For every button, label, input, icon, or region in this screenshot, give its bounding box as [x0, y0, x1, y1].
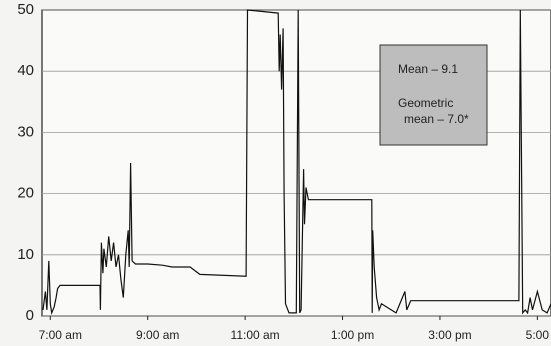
x-tick-label: 9:00 am [136, 328, 179, 342]
y-tick-label: 30 [17, 123, 34, 140]
x-tick-label: 11:00 am [231, 328, 280, 342]
x-tick-label: 3:00 pm [428, 328, 471, 342]
x-tick-label: 1:00 pm [331, 328, 374, 342]
annotation: Mean – 9.1 [398, 62, 458, 76]
y-tick-label: 40 [17, 62, 34, 79]
y-tick-label: 10 [17, 246, 34, 263]
x-tick-label: 5:00 pm [526, 328, 551, 342]
y-tick-label: 20 [17, 185, 34, 202]
annotation-box [379, 44, 488, 146]
x-tick-label: 7:00 am [39, 328, 82, 342]
y-tick-label: 50 [17, 1, 34, 18]
annotation: Geometric [398, 96, 453, 110]
series-line [42, 9, 551, 316]
y-tick-label: 0 [26, 307, 34, 324]
annotation: mean – 7.0* [404, 112, 469, 126]
